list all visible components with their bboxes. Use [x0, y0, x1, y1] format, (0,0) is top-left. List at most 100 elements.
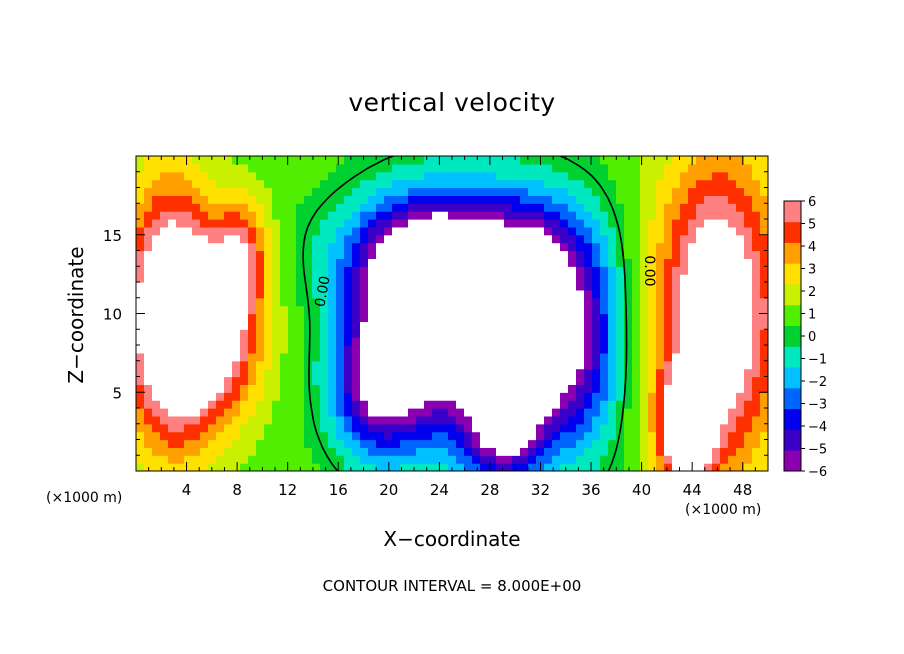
field-cell: [296, 431, 305, 441]
field-cell: [256, 219, 265, 228]
field-cell: [568, 408, 577, 417]
field-cell: [480, 368, 489, 378]
field-cell: [264, 234, 273, 244]
field-cell: [296, 321, 305, 330]
field-cell: [640, 376, 649, 385]
field-cell: [720, 234, 729, 244]
field-cell: [256, 305, 265, 315]
field-cell: [520, 179, 529, 189]
field-cell: [616, 219, 625, 228]
field-cell: [384, 392, 393, 401]
field-cell: [160, 258, 169, 267]
field-cell: [312, 447, 321, 456]
field-cell: [712, 463, 721, 471]
field-cell: [720, 305, 729, 315]
field-cell: [208, 226, 217, 236]
field-cell: [152, 203, 161, 212]
field-cell: [440, 195, 449, 204]
field-cell: [320, 408, 329, 417]
field-cell: [280, 321, 289, 330]
field-cell: [504, 305, 513, 315]
field-cell: [616, 226, 625, 236]
field-cell: [232, 297, 241, 307]
field-cell: [632, 408, 641, 417]
field-cell: [480, 266, 489, 275]
field-cell: [224, 455, 233, 464]
field-cell: [560, 171, 569, 181]
field-cell: [192, 423, 201, 433]
field-cell: [464, 250, 473, 259]
field-cell: [264, 431, 273, 441]
field-cell: [464, 274, 473, 283]
field-cell: [720, 211, 729, 220]
field-cell: [328, 329, 337, 338]
x-tick-label: 32: [531, 481, 550, 499]
field-cell: [584, 415, 593, 425]
field-cell: [648, 211, 657, 220]
field-cell: [176, 266, 185, 275]
field-cell: [216, 289, 225, 299]
field-cell: [592, 337, 601, 346]
field-cell: [640, 400, 649, 409]
field-cell: [240, 242, 249, 252]
field-cell: [160, 455, 169, 464]
field-cell: [552, 219, 561, 228]
field-cell: [208, 274, 217, 283]
field-cell: [424, 439, 433, 448]
field-cell: [288, 266, 297, 275]
field-cell: [352, 329, 361, 338]
field-cell: [520, 376, 529, 385]
field-cell: [392, 156, 401, 165]
field-cell: [576, 156, 585, 165]
field-cell: [136, 226, 145, 236]
field-cell: [488, 423, 497, 433]
field-cell: [520, 250, 529, 259]
field-cell: [576, 431, 585, 441]
field-cell: [616, 195, 625, 204]
field-cell: [232, 219, 241, 228]
field-cell: [752, 219, 761, 228]
field-cell: [656, 352, 665, 362]
field-cell: [448, 423, 457, 433]
field-cell: [416, 345, 425, 354]
field-cell: [712, 226, 721, 236]
field-cell: [504, 337, 513, 346]
field-cell: [752, 250, 761, 259]
field-cell: [152, 305, 161, 315]
field-cell: [400, 423, 409, 433]
field-cell: [568, 305, 577, 315]
field-cell: [528, 313, 537, 322]
field-cell: [248, 187, 257, 196]
field-cell: [272, 179, 281, 189]
field-cell: [200, 266, 209, 275]
field-cell: [480, 439, 489, 448]
field-cell: [296, 187, 305, 196]
field-cell: [592, 258, 601, 267]
field-cell: [368, 266, 377, 275]
field-cell: [496, 179, 505, 189]
field-cell: [344, 447, 353, 456]
field-cell: [704, 352, 713, 362]
x-tick-label: 12: [278, 481, 297, 499]
field-cell: [672, 463, 681, 471]
field-cell: [184, 258, 193, 267]
field-cell: [704, 463, 713, 471]
field-cell: [360, 195, 369, 204]
field-cell: [304, 203, 313, 212]
field-cell: [328, 455, 337, 464]
colorbar-swatch: [784, 429, 801, 451]
field-cell: [488, 360, 497, 370]
field-cell: [728, 368, 737, 378]
field-cell: [248, 352, 257, 362]
field-cell: [472, 258, 481, 267]
field-cell: [400, 447, 409, 456]
field-cell: [736, 463, 745, 471]
field-cell: [672, 266, 681, 275]
field-cell: [152, 274, 161, 283]
field-cell: [448, 274, 457, 283]
field-cell: [160, 384, 169, 393]
field-cell: [304, 439, 313, 448]
field-cell: [424, 274, 433, 283]
field-cell: [728, 345, 737, 354]
field-cell: [408, 463, 417, 471]
